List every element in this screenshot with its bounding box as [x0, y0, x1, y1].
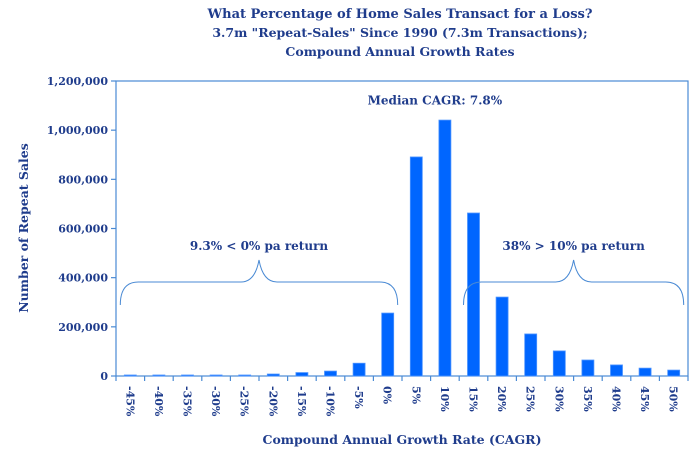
bars: [123, 119, 681, 377]
annotation-label: 9.3% < 0% pa return: [190, 239, 329, 253]
bar: [381, 312, 395, 377]
bar: [438, 119, 452, 377]
x-axis: -45% -40% -35% -30% -25% -20% -15% -10% -5% 0% 5% 1…: [115, 376, 689, 417]
y-tick-label: 600,000: [58, 223, 108, 236]
x-tick-label: -35%: [181, 386, 194, 417]
x-tick-label: 5%: [409, 386, 422, 405]
x-tick-label: 0%: [381, 386, 394, 405]
x-tick-label: 40%: [610, 386, 623, 412]
bar: [467, 212, 480, 377]
x-tick-label: 10%: [438, 386, 451, 412]
y-axis: 0 200,000 400,000 600,000 800,000 1,000,000 1,…: [47, 75, 116, 383]
y-tick-label: 1,200,000: [47, 75, 109, 88]
x-tick-label: -20%: [266, 386, 279, 417]
chart-title: What Percentage of Home Sales Transact f…: [207, 7, 593, 22]
x-tick-label: -10%: [324, 386, 337, 417]
y-axis-label: Number of Repeat Sales: [16, 143, 31, 313]
x-tick-label: 30%: [552, 386, 565, 412]
bar: [667, 369, 681, 377]
x-tick-label: -30%: [209, 386, 222, 417]
x-tick-label: 50%: [667, 386, 680, 412]
x-tick-label: -25%: [238, 386, 251, 417]
bar: [266, 373, 280, 377]
y-tick-label: 400,000: [58, 272, 108, 285]
bar: [552, 350, 566, 377]
x-tick-label: -40%: [152, 386, 165, 417]
plot-area: [115, 80, 689, 377]
x-tick-label: 15%: [467, 386, 480, 412]
x-tick-label: 20%: [495, 386, 508, 412]
y-tick-label: 200,000: [58, 321, 108, 334]
bar: [209, 374, 223, 377]
x-axis-label: Compound Annual Growth Rate (CAGR): [263, 432, 542, 447]
annotation-brace: [119, 259, 399, 306]
bar: [638, 367, 652, 377]
median-annotation: Median CAGR: 7.8%: [368, 94, 503, 108]
bar: [238, 374, 252, 377]
x-tick-label: -15%: [295, 386, 308, 417]
x-tick-label: 45%: [638, 386, 651, 412]
bar: [495, 296, 509, 377]
bar: [409, 156, 423, 377]
plot-frame: [115, 80, 689, 377]
bar: [324, 370, 337, 377]
annotations: Median CAGR: 7.8% 9.3% < 0% pa return 38% …: [119, 94, 685, 306]
annotation-label: 38% > 10% pa return: [502, 239, 645, 253]
x-tick-label: -45%: [123, 386, 136, 417]
y-tick-label: 0: [100, 370, 108, 383]
bar: [352, 362, 366, 377]
bar: [295, 372, 309, 377]
bar: [524, 333, 538, 377]
x-tick-label: 25%: [524, 386, 537, 412]
y-tick-label: 1,000,000: [47, 124, 109, 137]
chart-subtitle-line-2: Compound Annual Growth Rates: [285, 44, 514, 59]
bar: [123, 374, 137, 377]
bar: [152, 374, 166, 377]
bar: [610, 364, 623, 377]
bar: [181, 374, 194, 377]
y-tick-label: 800,000: [58, 173, 108, 186]
bar: [581, 359, 595, 377]
chart-subtitle-line-1: 3.7m "Repeat-Sales" Since 1990 (7.3m Tra…: [212, 25, 587, 40]
x-tick-label: -5%: [352, 386, 365, 409]
x-tick-label: 35%: [581, 386, 594, 412]
annotation-brace: [463, 259, 685, 306]
